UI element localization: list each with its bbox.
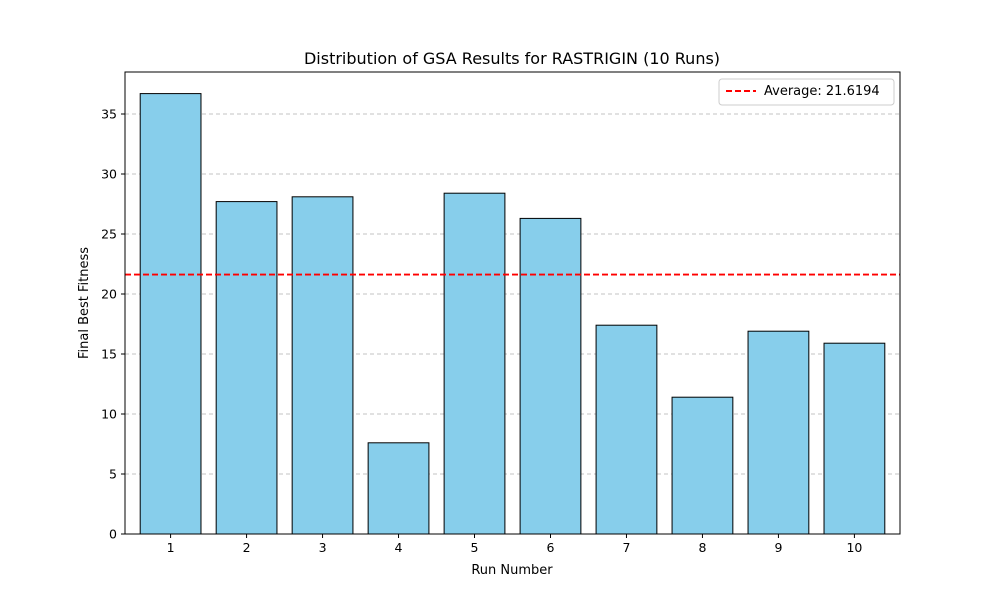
x-tick-label: 2 (243, 540, 251, 555)
y-tick-label: 5 (109, 467, 117, 482)
bar-run-2 (215, 201, 278, 535)
bar-run-4 (367, 442, 430, 535)
bar-run-9 (747, 330, 810, 535)
x-tick-label: 10 (846, 540, 862, 555)
y-tick-label: 10 (101, 407, 117, 422)
x-tick-label: 8 (698, 540, 706, 555)
bar-run-1 (139, 93, 202, 535)
y-tick-label: 20 (101, 287, 117, 302)
y-tick-label: 15 (101, 347, 117, 362)
bar-run-7 (595, 324, 658, 535)
x-tick-label: 1 (167, 540, 175, 555)
y-tick-label: 35 (101, 107, 117, 122)
x-tick-label: 6 (547, 540, 555, 555)
x-axis-label: Run Number (471, 563, 553, 578)
bar-run-5 (443, 192, 506, 535)
x-tick-label: 4 (395, 540, 403, 555)
y-axis-ticks: 0 5 10 15 20 25 30 35 (101, 107, 125, 542)
x-tick-label: 7 (622, 540, 630, 555)
legend: Average: 21.6194 (718, 78, 895, 106)
legend-box (718, 78, 895, 106)
bars (139, 93, 886, 535)
bar-run-10 (823, 342, 886, 535)
x-tick-label: 9 (774, 540, 782, 555)
y-tick-label: 30 (101, 167, 117, 182)
y-tick-label: 25 (101, 227, 117, 242)
y-axis-label: Final Best Fitness (77, 247, 92, 359)
bar-run-6 (519, 217, 582, 535)
legend-label: Average: 21.6194 (764, 84, 880, 99)
bar-run-3 (291, 196, 354, 535)
x-tick-label: 5 (471, 540, 479, 555)
bar-run-8 (671, 396, 734, 535)
x-tick-label: 3 (319, 540, 327, 555)
plot-frame (124, 71, 901, 535)
x-axis-ticks: 1 2 3 4 5 6 7 8 9 10 (167, 534, 862, 555)
chart-title: Distribution of GSA Results for RASTRIGI… (304, 49, 720, 68)
y-tick-label: 0 (109, 527, 117, 542)
